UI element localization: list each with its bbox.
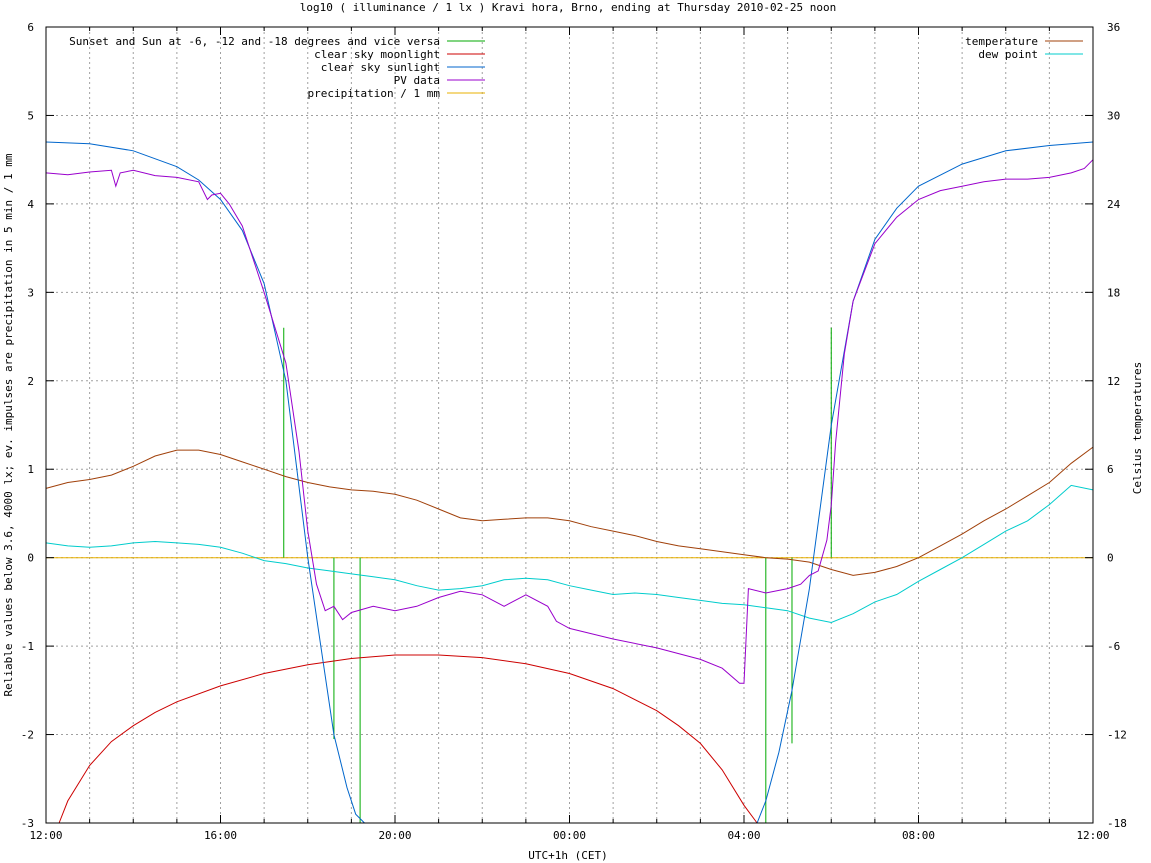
y2-tick-label: 24: [1107, 198, 1121, 211]
y2-tick-label: 18: [1107, 286, 1120, 299]
x-axis-label: UTC+1h (CET): [528, 849, 607, 862]
y2-tick-label: 0: [1107, 552, 1114, 565]
legend-right-label: dew point: [978, 48, 1038, 61]
y-tick-label: 4: [27, 198, 34, 211]
y2-tick-label: 12: [1107, 375, 1120, 388]
y-tick-label: -2: [21, 729, 34, 742]
y2-tick-label: 6: [1107, 463, 1114, 476]
y2-tick-label: -12: [1107, 729, 1127, 742]
legend-left-label: clear sky moonlight: [314, 48, 440, 61]
y-tick-label: 3: [27, 286, 34, 299]
y-tick-label: 6: [27, 21, 34, 34]
clear-sky-moonlight-line: [58, 654, 758, 824]
x-tick-label: 00:00: [553, 829, 586, 842]
y2-axis-ticks: -18 -12 -6 0 6 12 18 24 30 36: [1085, 21, 1127, 830]
y2-axis-label: Celsius temperatures: [1131, 362, 1144, 494]
legend-right-label: temperature: [965, 35, 1038, 48]
legend-left-label: Sunset and Sun at -6, -12 and -18 degree…: [69, 35, 440, 48]
chart-grid: [46, 27, 1093, 823]
x-tick-label: 12:00: [29, 829, 62, 842]
y2-tick-label: -6: [1107, 640, 1120, 653]
dew-point-line: [45, 484, 1094, 624]
y-tick-label: 2: [27, 375, 34, 388]
legend-left-label: PV data: [394, 74, 440, 87]
pv-data-line: [45, 159, 1094, 684]
y2-tick-label: -18: [1107, 817, 1127, 830]
chart-series: [45, 141, 1094, 824]
y2-tick-label: 30: [1107, 109, 1120, 122]
y-tick-label: -1: [21, 640, 34, 653]
x-tick-label: 12:00: [1076, 829, 1109, 842]
y2-tick-label: 36: [1107, 21, 1120, 34]
legend-left-label: precipitation / 1 mm: [308, 87, 441, 100]
y-axis-label: Reliable values below 3.6, 4000 lx; ev. …: [2, 153, 15, 696]
y-tick-label: 0: [27, 552, 34, 565]
legend-left-label: clear sky sunlight: [321, 61, 440, 74]
x-tick-label: 16:00: [204, 829, 237, 842]
y-tick-label: 1: [27, 463, 34, 476]
y-tick-label: 5: [27, 109, 34, 122]
x-tick-label: 08:00: [902, 829, 935, 842]
x-axis-ticks: 12:00 16:00 20:00 00:00 04:00 08:00 12:00: [29, 27, 1110, 842]
x-tick-label: 04:00: [727, 829, 760, 842]
x-tick-label: 20:00: [378, 829, 411, 842]
chart-title: log10 ( illuminance / 1 lx ) Kravi hora,…: [300, 1, 836, 14]
y-axis-ticks: -3 -2 -1 0 1 2 3 4 5 6: [21, 21, 54, 830]
y-tick-label: -3: [21, 817, 34, 830]
legend-left: Sunset and Sun at -6, -12 and -18 degree…: [69, 35, 485, 100]
temperature-line: [45, 446, 1094, 576]
